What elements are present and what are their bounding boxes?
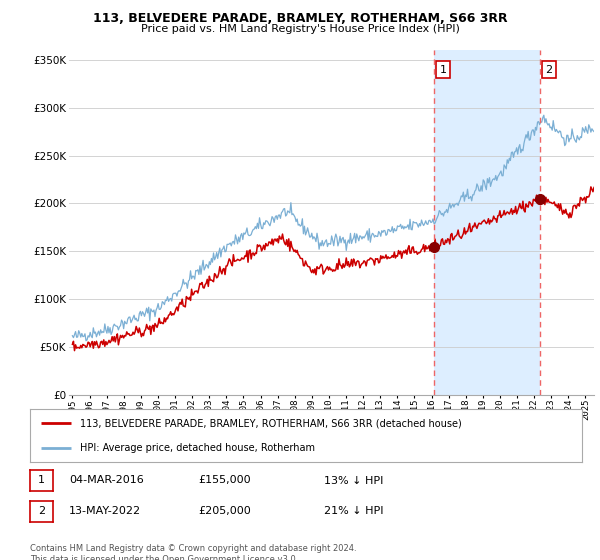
Text: 1: 1 bbox=[38, 475, 45, 486]
Text: Price paid vs. HM Land Registry's House Price Index (HPI): Price paid vs. HM Land Registry's House … bbox=[140, 24, 460, 34]
Text: 1: 1 bbox=[439, 64, 446, 74]
Text: HPI: Average price, detached house, Rotherham: HPI: Average price, detached house, Roth… bbox=[80, 442, 314, 452]
Bar bbox=[434, 50, 541, 395]
Text: Contains HM Land Registry data © Crown copyright and database right 2024.
This d: Contains HM Land Registry data © Crown c… bbox=[30, 544, 356, 560]
Text: 113, BELVEDERE PARADE, BRAMLEY, ROTHERHAM, S66 3RR: 113, BELVEDERE PARADE, BRAMLEY, ROTHERHA… bbox=[92, 12, 508, 25]
Text: £155,000: £155,000 bbox=[198, 475, 251, 486]
Text: £205,000: £205,000 bbox=[198, 506, 251, 516]
Text: 21% ↓ HPI: 21% ↓ HPI bbox=[324, 506, 383, 516]
Text: 13-MAY-2022: 13-MAY-2022 bbox=[69, 506, 141, 516]
Text: 13% ↓ HPI: 13% ↓ HPI bbox=[324, 475, 383, 486]
Text: 2: 2 bbox=[38, 506, 45, 516]
Text: 04-MAR-2016: 04-MAR-2016 bbox=[69, 475, 144, 486]
Text: 113, BELVEDERE PARADE, BRAMLEY, ROTHERHAM, S66 3RR (detached house): 113, BELVEDERE PARADE, BRAMLEY, ROTHERHA… bbox=[80, 418, 461, 428]
Text: 2: 2 bbox=[545, 64, 553, 74]
